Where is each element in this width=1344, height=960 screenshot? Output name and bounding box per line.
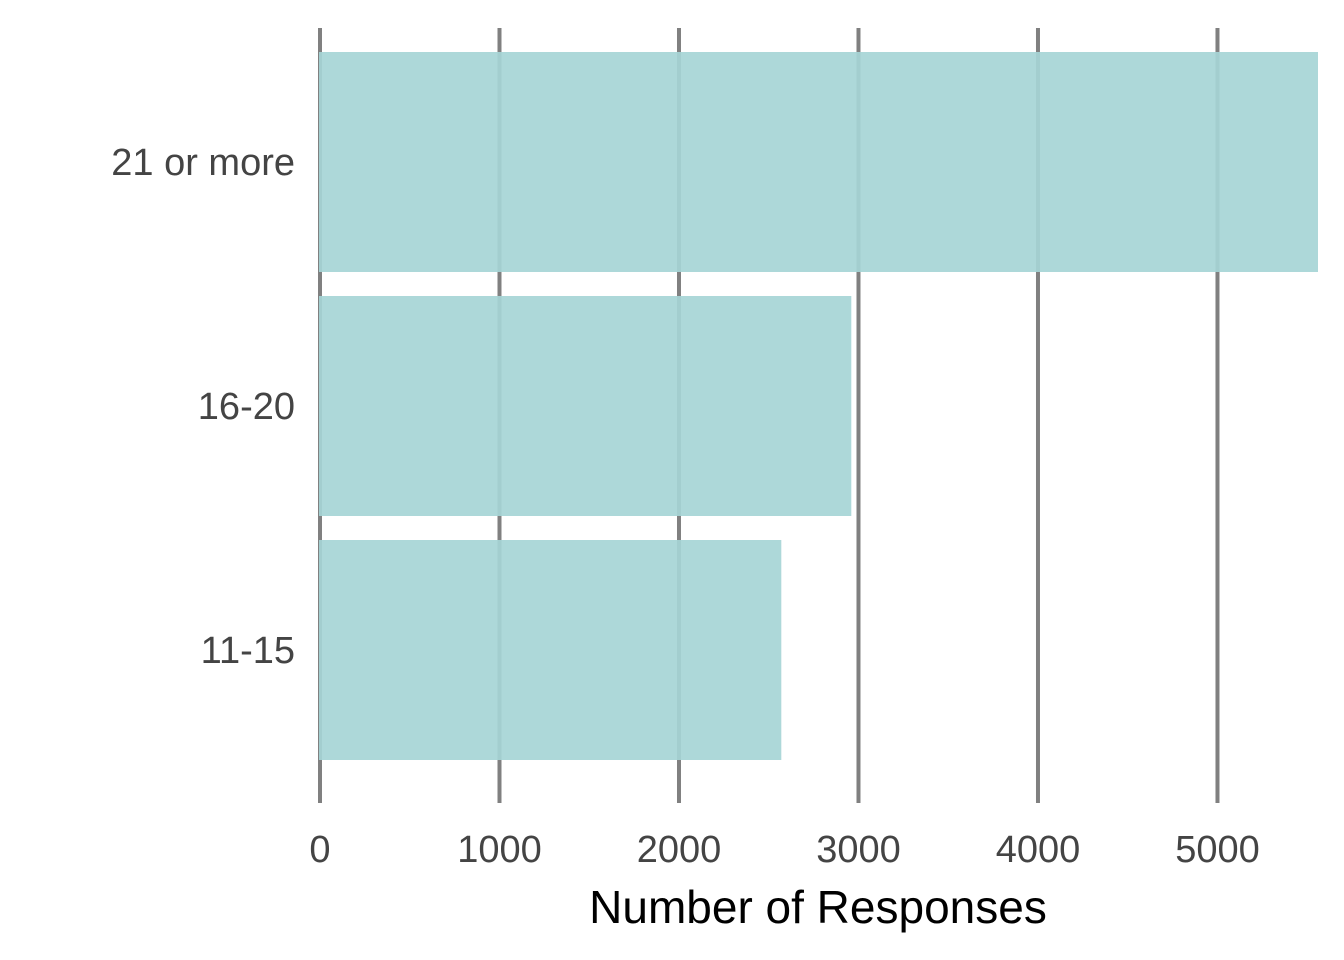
y-tick-labels: 21 or more 16-20 11-15 <box>111 142 295 672</box>
x-tick-label-4000: 4000 <box>996 829 1081 871</box>
x-tick-label-3000: 3000 <box>816 829 901 871</box>
x-axis-title: Number of Responses <box>589 881 1047 933</box>
x-tick-label-1000: 1000 <box>457 829 542 871</box>
x-tick-labels: 0 1000 2000 3000 4000 5000 <box>309 829 1259 871</box>
bar-11-15 <box>319 540 782 760</box>
y-tick-label-21-or-more: 21 or more <box>111 142 295 184</box>
y-tick-label-16-20: 16-20 <box>198 386 295 428</box>
bars <box>319 52 1318 760</box>
x-tick-label-2000: 2000 <box>637 829 722 871</box>
bar-21-or-more <box>319 52 1318 272</box>
x-tick-label-0: 0 <box>309 829 330 871</box>
x-tick-label-5000: 5000 <box>1175 829 1260 871</box>
y-tick-label-11-15: 11-15 <box>201 630 295 672</box>
bar-16-20 <box>319 296 852 516</box>
